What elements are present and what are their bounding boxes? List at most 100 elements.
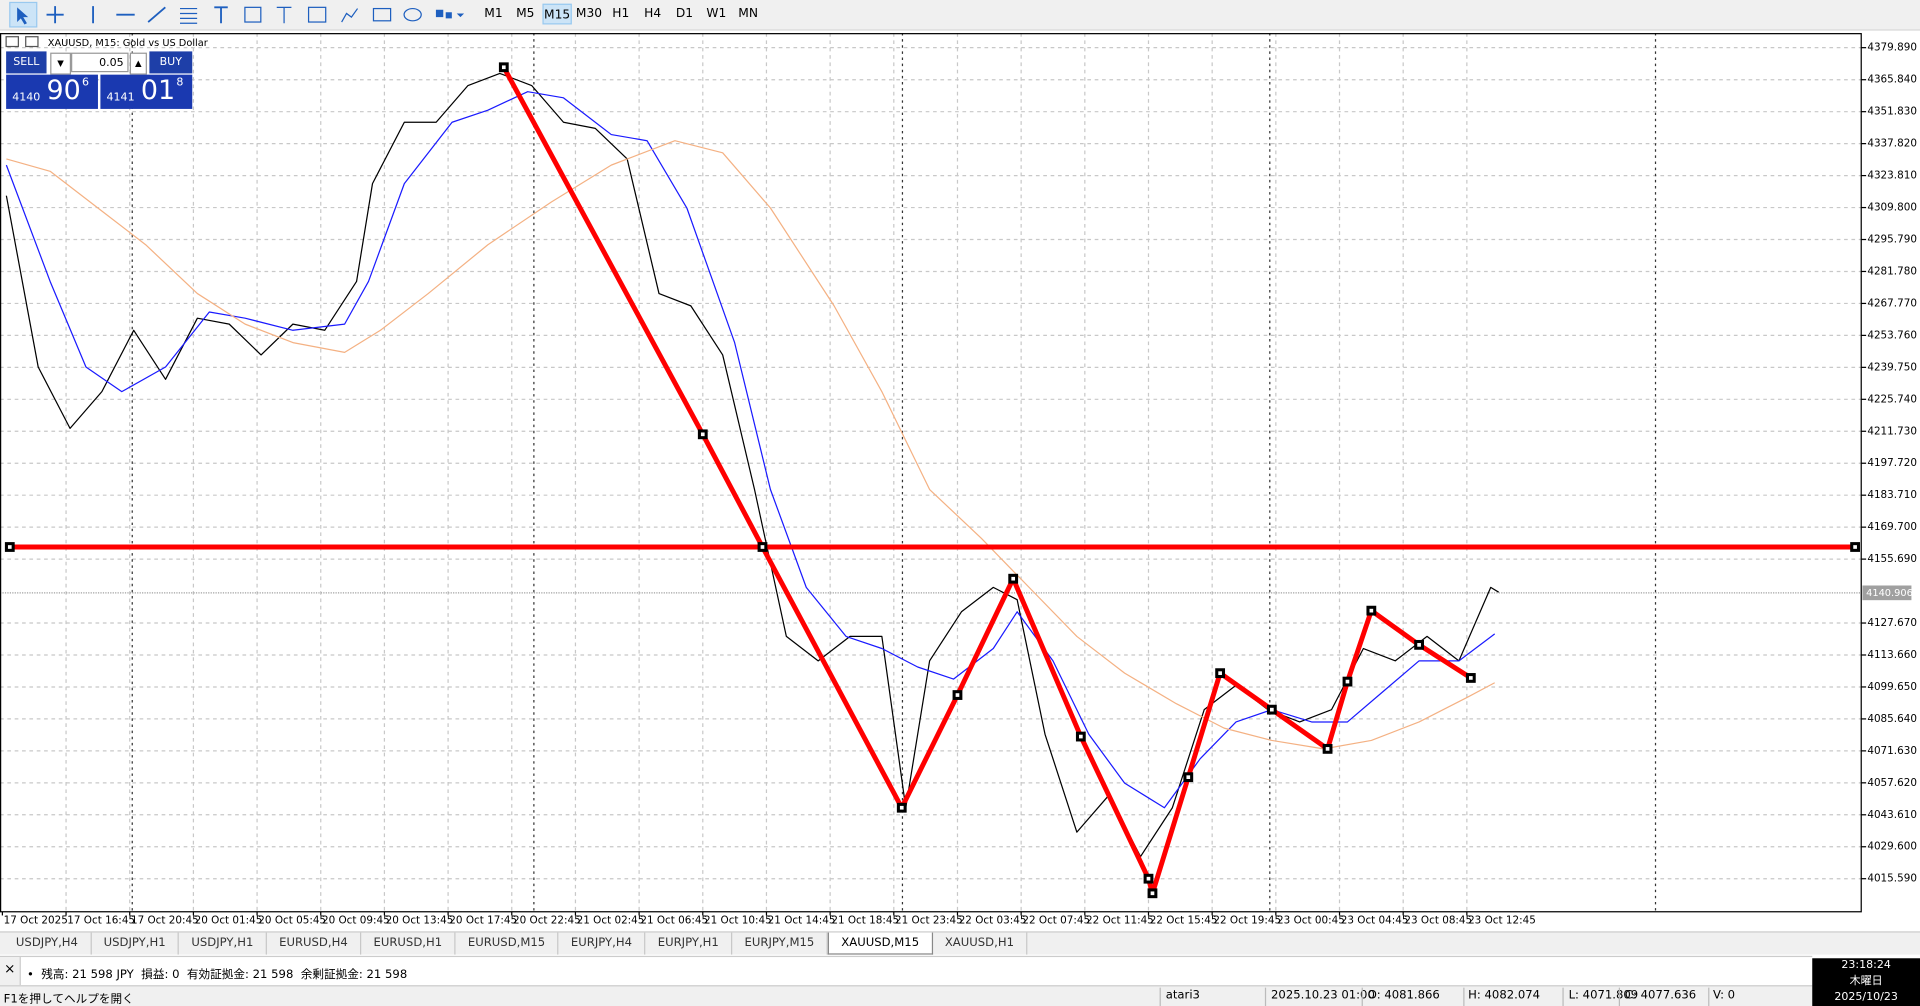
- chart-tabs: USDJPY,H4 USDJPY,H1 USDJPY,H1 EURUSD,H4 EURU…: [0, 931, 1920, 955]
- shape-tool[interactable]: [244, 6, 262, 23]
- chart-tab[interactable]: EURUSD,H4: [267, 932, 362, 955]
- current-price-box: [1862, 585, 1912, 601]
- chart-icon: [5, 36, 19, 48]
- separator: [1264, 987, 1267, 1006]
- cursor-icon: [17, 7, 29, 25]
- clock-date: 2025/10/23: [1834, 991, 1898, 1004]
- clock-time: 23:18:24: [1841, 959, 1891, 972]
- toolbar: M1 M5 M15 M30 H1 H4 D1 W1 MN: [0, 0, 1920, 31]
- point-marker-center: [899, 805, 904, 810]
- chart-tab[interactable]: EURUSD,M15: [456, 932, 559, 955]
- y-tick-label: 4225.740: [1867, 393, 1917, 405]
- ok-tool[interactable]: [372, 7, 392, 22]
- separator: [1463, 987, 1465, 1006]
- bid-point: 6: [82, 77, 90, 90]
- y-tick-label: 4099.650: [1867, 681, 1917, 693]
- bullet: •: [26, 968, 42, 982]
- close-toolbox[interactable]: ×: [0, 957, 21, 986]
- timeframe-button[interactable]: M15: [542, 3, 572, 25]
- status-bar: F1を押してヘルプを開く atari3 2025.10.23 01:00 O: …: [0, 985, 1813, 1006]
- point-marker-center: [501, 65, 506, 70]
- x-tick-label: 22 Oct 19:45: [1213, 914, 1281, 926]
- x-tick-label: 17 Oct 20:45: [131, 914, 199, 926]
- chart-tab[interactable]: USDJPY,H4: [4, 932, 92, 955]
- x-tick-label: 22 Oct 03:45: [959, 914, 1027, 926]
- point-marker-center: [1325, 747, 1330, 751]
- profile: atari3: [1165, 988, 1200, 1003]
- lot-spin[interactable]: ▲: [129, 52, 147, 75]
- y-tick-label: 4085.640: [1867, 713, 1917, 725]
- bar-high: H: 4082.074: [1468, 988, 1541, 1003]
- x-tick-label: 22 Oct 07:45: [1022, 914, 1090, 926]
- y-tick-label: 4169.700: [1867, 521, 1917, 533]
- point-marker-center: [955, 693, 960, 697]
- y-tick-label: 4015.590: [1867, 873, 1917, 885]
- timeframe-button[interactable]: H4: [644, 7, 662, 21]
- bid-quote[interactable]: 4140 90 6: [6, 74, 98, 109]
- y-tick-label: 4057.620: [1867, 777, 1917, 789]
- point-marker-center: [7, 545, 12, 549]
- trendline-tool[interactable]: [147, 6, 166, 23]
- point-marker-center: [1853, 545, 1857, 549]
- y-tick-label: 4281.780: [1867, 265, 1917, 277]
- sell-button[interactable]: SELL: [6, 51, 47, 74]
- chart-tab[interactable]: EURJPY,H4: [559, 932, 646, 955]
- point-marker-center: [1270, 707, 1274, 712]
- lot-dropdown[interactable]: ▼: [50, 52, 72, 75]
- x-tick-label: 20 Oct 05:45: [258, 914, 326, 926]
- bar-open: O: 4081.866: [1367, 988, 1440, 1003]
- y-tick-label: 4309.800: [1867, 202, 1917, 214]
- chart-tab[interactable]: EURJPY,H1: [645, 932, 733, 955]
- x-tick-label: 20 Oct 17:45: [449, 914, 517, 926]
- buy-button[interactable]: BUY: [149, 51, 193, 74]
- bar-volume: V: 0: [1713, 988, 1736, 1003]
- y-tick-label: 4197.720: [1867, 457, 1917, 469]
- lot-input[interactable]: 0.05: [71, 52, 129, 73]
- y-tick-label: 4267.770: [1867, 297, 1917, 309]
- current-price-label: 4140.906: [1866, 588, 1913, 599]
- bid-pips: 90: [46, 75, 81, 107]
- timeframe-button[interactable]: MN: [738, 7, 759, 21]
- chart-tab[interactable]: XAUUSD,H1: [933, 932, 1028, 955]
- timeframe-button[interactable]: M5: [516, 7, 535, 21]
- x-tick-label: 20 Oct 09:45: [322, 914, 390, 926]
- timeframe-button[interactable]: W1: [706, 7, 727, 21]
- help-text: F1を押してヘルプを開く: [3, 992, 134, 1006]
- y-tick-label: 4155.690: [1867, 553, 1917, 565]
- x-tick-label: 21 Oct 06:45: [640, 914, 708, 926]
- chart-tab[interactable]: XAUUSD,M15: [827, 932, 933, 955]
- y-tick-label: 4253.760: [1867, 329, 1917, 341]
- timeframe-button[interactable]: M1: [484, 7, 503, 21]
- crosshair-tool[interactable]: [46, 6, 64, 24]
- chart-title: XAUUSD, M15: Gold vs US Dollar: [48, 38, 209, 49]
- timeframe-button[interactable]: M30: [575, 7, 603, 21]
- grid: [0, 33, 1862, 912]
- y-tick-label: 4239.750: [1867, 361, 1917, 373]
- toolbox: × • 残高: 21 598 JPY 損益: 0 有効証拠金: 21 598 余…: [0, 955, 1813, 986]
- x-tick-label: 21 Oct 10:45: [704, 914, 772, 926]
- price-line: [5, 91, 1496, 809]
- chart-tab[interactable]: EURUSD,H1: [361, 932, 456, 955]
- template-tool[interactable]: [307, 6, 327, 23]
- point-marker-center: [1345, 679, 1350, 684]
- more-tools[interactable]: [435, 9, 465, 19]
- x-tick-label: 21 Oct 02:45: [577, 914, 645, 926]
- label-tool[interactable]: [276, 6, 292, 24]
- channel-tool[interactable]: [180, 7, 198, 24]
- chart-tab[interactable]: USDJPY,H1: [91, 932, 180, 955]
- timeframe-button[interactable]: H1: [612, 7, 630, 21]
- chart-tab[interactable]: USDJPY,H1: [179, 932, 267, 955]
- plot-border: [0, 33, 1862, 913]
- chart-tab[interactable]: EURJPY,M15: [732, 932, 828, 955]
- y-tick-label: 4211.730: [1867, 425, 1917, 437]
- indicator-tool[interactable]: [341, 8, 359, 23]
- object-tool[interactable]: [403, 7, 422, 22]
- text-tool[interactable]: [214, 6, 228, 24]
- account-summary: • 残高: 21 598 JPY 損益: 0 有効証拠金: 21 598 余剰証…: [27, 964, 407, 981]
- point-marker-center: [1146, 876, 1151, 881]
- point-marker-center: [1417, 643, 1421, 647]
- point-marker-center: [1218, 671, 1222, 675]
- ask-quote[interactable]: 4141 01 8: [100, 74, 193, 109]
- timeframe-button[interactable]: D1: [675, 7, 694, 21]
